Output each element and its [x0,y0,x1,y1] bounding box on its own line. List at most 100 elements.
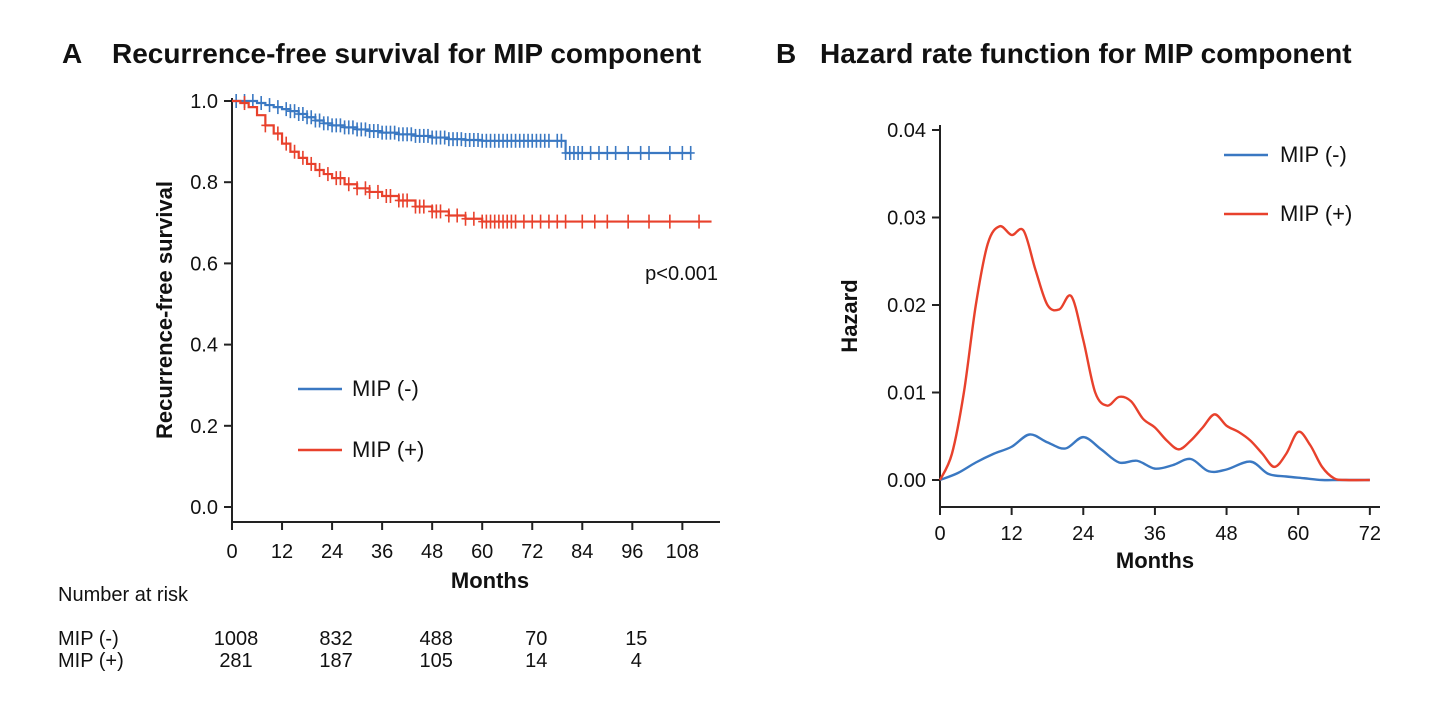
panel-a-censor-mark-mip-neg [407,127,416,142]
panel-a-censor-mark-mip-neg [307,110,316,125]
panel-b-series [938,224,1370,482]
panel-b-x-tick-label: 60 [1287,523,1309,545]
panel-a-censor-mark-mip-pos [436,204,445,219]
risk-table-title: Number at risk [58,584,189,606]
risk-cell: 105 [419,650,452,672]
panel-b-y-tick-label: 0.03 [887,208,926,230]
panel-a-censor-mark-mip-pos [461,211,470,226]
panel-a-censor-mark-mip-neg [645,145,653,160]
panel-a-censor-mark-mip-neg [636,145,645,160]
risk-cell: 14 [525,650,547,672]
panel-a-x-tick-label: 36 [371,541,393,563]
panel-a-censor-mark-mip-neg [665,145,674,160]
risk-cell: 1008 [214,628,259,650]
risk-cell: 488 [419,628,452,650]
panel-b-y-tick-label: 0.01 [887,383,926,405]
panel-a-censor-mark-mip-pos [344,177,353,192]
panel-a-censor-mark-mip-neg [423,128,432,143]
panel-a-censor-mark-mip-pos [298,150,307,165]
panel-a-censor-mark-mip-neg [474,132,483,147]
panel-a-censor-mark-mip-pos [386,189,395,204]
panel-a-y-tick-label: 0.4 [190,335,218,357]
panel-a-censor-mark-mip-pos [645,214,653,229]
panel-a-title: Recurrence-free survival for MIP compone… [112,38,701,69]
panel-a-censor-mark-mip-pos [519,214,528,229]
risk-cell: 281 [219,650,252,672]
panel-a-censor-mark-mip-pos [361,181,370,196]
panel-a-censor-mark-mip-pos [561,214,570,229]
panel-b-x-tick-label: 48 [1215,523,1237,545]
risk-table-cells: 1008 832 488 70 15 281 187 105 14 4 [214,628,648,672]
panel-b-y-tick-label: 0.04 [887,120,926,142]
panel-a-censor-mark-mip-neg [290,104,299,119]
panel-a-censor-mark-mip-neg [686,145,695,160]
panel-a-censor-mark-mip-neg [678,145,687,160]
panel-a-censor-mark-mip-pos [290,144,299,159]
risk-cell: 832 [319,628,352,650]
panel-b-x-axis-title: Months [1116,548,1194,573]
panel-b-series-mip-pos-line [938,224,1370,482]
panel-a-censor-mark-mip-pos [240,96,249,111]
panel-a-x-tick-label: 12 [271,541,293,563]
panel-a-x-ticks: 0 12 24 36 48 60 72 84 96 108 [226,522,699,563]
panel-b-x-ticks: 0 12 24 36 48 60 72 [934,507,1381,545]
panel-a-censor-mark-mip-neg [390,125,399,140]
panel-a-y-tick-label: 0.6 [190,253,218,275]
panel-a-censor-mark-mip-pos [315,163,324,178]
panel-a-censor-mark-mip-pos [528,214,537,229]
panel-a-series [232,94,712,229]
panel-b-y-axis-title: Hazard [837,279,862,352]
panel-a-censor-mark-mip-neg [544,133,553,148]
panel-a-x-tick-label: 60 [471,541,493,563]
panel-letter-a: A [62,38,82,69]
panel-a-censor-mark-mip-neg [298,106,307,121]
panel-a-censor-mark-mip-neg [361,122,370,137]
panel-a-censor-mark-mip-neg [248,94,257,108]
legend-b-label-mip-pos: MIP (+) [1280,201,1352,226]
panel-b-x-tick-label: 0 [934,523,945,545]
panel-a-censor-mark-mip-pos [365,184,374,199]
panel-a-censor-mark-mip-neg [373,124,382,139]
panel-letter-b: B [776,38,796,69]
panel-a-censor-mark-mip-pos [603,214,612,229]
panel-a-censor-mark-mip-neg [257,96,266,111]
risk-cell: 15 [625,628,647,650]
panel-b-x-tick-label: 12 [1001,523,1023,545]
risk-table: Number at risk MIP (-) MIP (+) 1008 832 48… [58,584,647,672]
panel-b-chart: 0.00 0.01 0.02 0.03 0.04 0 12 24 36 48 60 72 Hazar… [837,120,1381,573]
panel-a-y-tick-label: 1.0 [190,91,218,113]
panel-b-y-tick-label: 0.02 [887,295,926,317]
panel-a-censor-mark-mip-pos [373,184,382,199]
panel-a-y-tick-label: 0.2 [190,416,218,438]
panel-b-x-tick-label: 36 [1144,523,1166,545]
panel-a-censor-mark-mip-pos [336,171,345,186]
panel-b-series-mip-neg-line [939,433,1370,482]
panel-a-censor-mark-mip-pos [353,181,362,196]
panel-a-censor-mark-mip-neg [586,145,595,160]
panel-b-x-tick-label: 72 [1359,523,1381,545]
panel-a-censor-mark-mip-neg [594,145,603,160]
risk-cell: 70 [525,628,547,650]
risk-cell: 4 [631,650,642,672]
panel-a-censor-mark-mip-neg [603,145,612,160]
panel-a-censor-mark-mip-pos [419,199,428,214]
panel-b-legend: MIP (-) MIP (+) [1224,142,1352,226]
panel-a-censor-mark-mip-pos [590,214,599,229]
legend-a-label-mip-pos: MIP (+) [352,437,424,462]
panel-b-y-tick-label: 0.00 [887,470,926,492]
panel-a-censor-mark-mip-pos [695,214,704,229]
panel-a-legend: MIP (-) MIP (+) [298,376,424,462]
panel-a-censor-mark-mip-pos [453,208,462,223]
panel-a-censor-mark-mip-neg [273,100,282,115]
panel-a-x-tick-label: 24 [321,541,343,563]
panel-a-censor-mark-mip-pos [403,193,412,208]
panel-b-title: Hazard rate function for MIP component [820,38,1352,69]
panel-a-censor-mark-mip-pos [553,214,562,229]
panel-a-censor-mark-mip-pos [536,214,545,229]
panel-a-censor-mark-mip-neg [557,133,566,148]
panel-a-x-axis-title: Months [451,568,529,593]
panel-a-censor-mark-mip-pos [578,214,587,229]
risk-row-label-mip-neg: MIP (-) [58,628,119,650]
panel-a-censor-mark-mip-pos [323,167,332,182]
